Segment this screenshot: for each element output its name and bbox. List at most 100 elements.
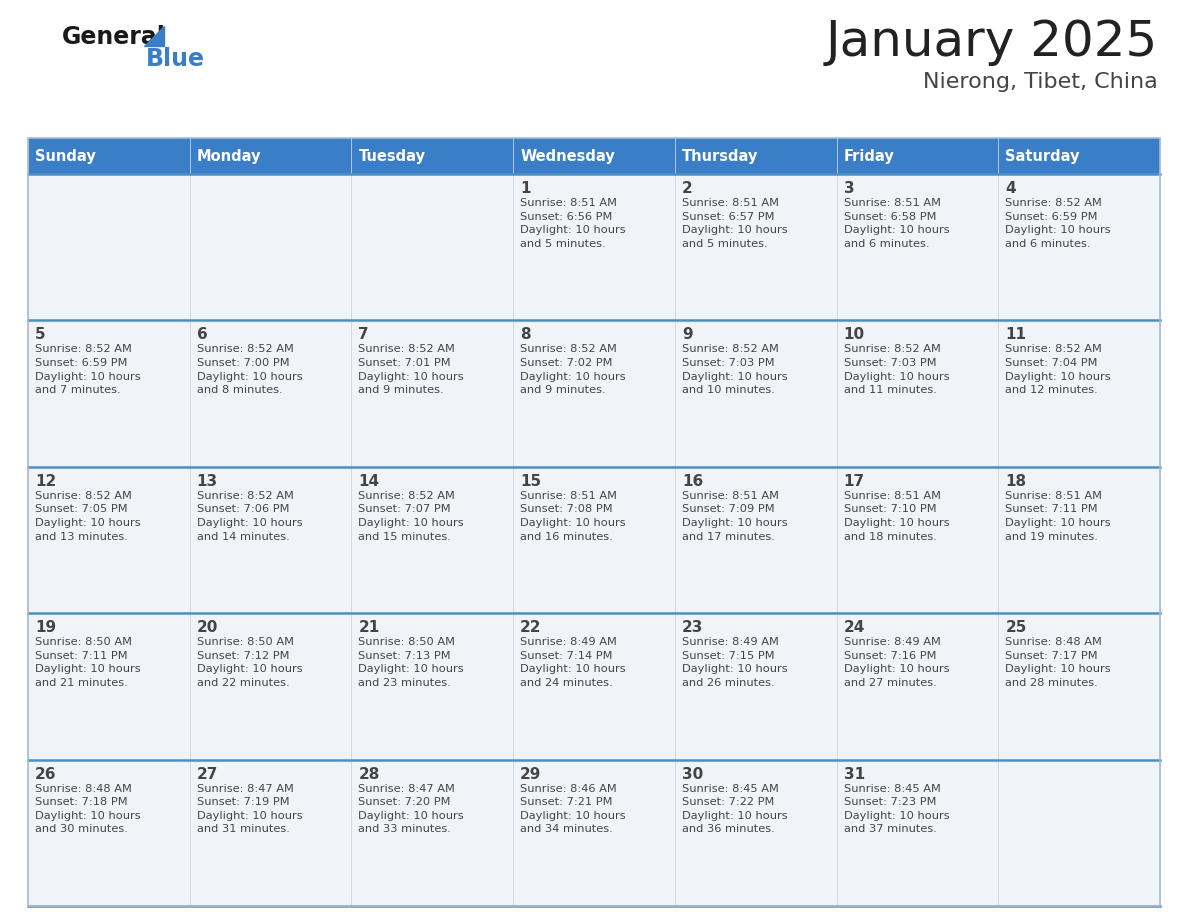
Bar — [513, 466, 675, 613]
Text: 17: 17 — [843, 474, 865, 488]
Bar — [998, 466, 1159, 613]
Bar — [513, 138, 675, 174]
Text: 15: 15 — [520, 474, 542, 488]
Text: Sunrise: 8:51 AM
Sunset: 7:08 PM
Daylight: 10 hours
and 16 minutes.: Sunrise: 8:51 AM Sunset: 7:08 PM Dayligh… — [520, 491, 626, 542]
Text: Sunrise: 8:52 AM
Sunset: 7:03 PM
Daylight: 10 hours
and 11 minutes.: Sunrise: 8:52 AM Sunset: 7:03 PM Dayligh… — [843, 344, 949, 396]
Text: Sunrise: 8:50 AM
Sunset: 7:12 PM
Daylight: 10 hours
and 22 minutes.: Sunrise: 8:50 AM Sunset: 7:12 PM Dayligh… — [197, 637, 302, 688]
Bar — [513, 174, 675, 320]
Bar — [675, 138, 836, 174]
Bar — [29, 138, 1159, 906]
Bar — [352, 759, 513, 906]
Text: Sunrise: 8:52 AM
Sunset: 7:02 PM
Daylight: 10 hours
and 9 minutes.: Sunrise: 8:52 AM Sunset: 7:02 PM Dayligh… — [520, 344, 626, 396]
Bar — [836, 138, 998, 174]
Text: 22: 22 — [520, 621, 542, 635]
Bar — [675, 320, 836, 466]
Text: 8: 8 — [520, 328, 531, 342]
Bar — [29, 466, 190, 613]
Text: 13: 13 — [197, 474, 217, 488]
Bar — [29, 759, 190, 906]
Bar — [352, 613, 513, 759]
Bar — [998, 320, 1159, 466]
Text: 1: 1 — [520, 181, 531, 196]
Text: Saturday: Saturday — [1005, 149, 1080, 163]
Text: Sunrise: 8:52 AM
Sunset: 6:59 PM
Daylight: 10 hours
and 7 minutes.: Sunrise: 8:52 AM Sunset: 6:59 PM Dayligh… — [34, 344, 140, 396]
Text: Sunrise: 8:48 AM
Sunset: 7:18 PM
Daylight: 10 hours
and 30 minutes.: Sunrise: 8:48 AM Sunset: 7:18 PM Dayligh… — [34, 784, 140, 834]
Bar — [513, 759, 675, 906]
Text: 18: 18 — [1005, 474, 1026, 488]
Text: 4: 4 — [1005, 181, 1016, 196]
Bar — [836, 320, 998, 466]
Text: 6: 6 — [197, 328, 208, 342]
Text: Sunrise: 8:47 AM
Sunset: 7:20 PM
Daylight: 10 hours
and 33 minutes.: Sunrise: 8:47 AM Sunset: 7:20 PM Dayligh… — [359, 784, 465, 834]
Text: 11: 11 — [1005, 328, 1026, 342]
Text: Sunday: Sunday — [34, 149, 96, 163]
Text: Sunrise: 8:51 AM
Sunset: 6:56 PM
Daylight: 10 hours
and 5 minutes.: Sunrise: 8:51 AM Sunset: 6:56 PM Dayligh… — [520, 198, 626, 249]
Bar — [190, 759, 352, 906]
Text: 19: 19 — [34, 621, 56, 635]
Text: Sunrise: 8:51 AM
Sunset: 6:57 PM
Daylight: 10 hours
and 5 minutes.: Sunrise: 8:51 AM Sunset: 6:57 PM Dayligh… — [682, 198, 788, 249]
Bar — [998, 613, 1159, 759]
Text: 30: 30 — [682, 767, 703, 781]
Bar — [352, 320, 513, 466]
Bar — [190, 138, 352, 174]
Bar — [190, 466, 352, 613]
Text: 9: 9 — [682, 328, 693, 342]
Text: Sunrise: 8:51 AM
Sunset: 7:11 PM
Daylight: 10 hours
and 19 minutes.: Sunrise: 8:51 AM Sunset: 7:11 PM Dayligh… — [1005, 491, 1111, 542]
Bar — [352, 174, 513, 320]
Text: Sunrise: 8:52 AM
Sunset: 7:07 PM
Daylight: 10 hours
and 15 minutes.: Sunrise: 8:52 AM Sunset: 7:07 PM Dayligh… — [359, 491, 465, 542]
Bar — [513, 320, 675, 466]
Text: Sunrise: 8:49 AM
Sunset: 7:16 PM
Daylight: 10 hours
and 27 minutes.: Sunrise: 8:49 AM Sunset: 7:16 PM Dayligh… — [843, 637, 949, 688]
Bar — [675, 466, 836, 613]
Text: 25: 25 — [1005, 621, 1026, 635]
Text: 12: 12 — [34, 474, 56, 488]
Text: Sunrise: 8:50 AM
Sunset: 7:13 PM
Daylight: 10 hours
and 23 minutes.: Sunrise: 8:50 AM Sunset: 7:13 PM Dayligh… — [359, 637, 465, 688]
Text: Sunrise: 8:52 AM
Sunset: 7:01 PM
Daylight: 10 hours
and 9 minutes.: Sunrise: 8:52 AM Sunset: 7:01 PM Dayligh… — [359, 344, 465, 396]
Bar — [836, 613, 998, 759]
Text: Nierong, Tibet, China: Nierong, Tibet, China — [923, 72, 1158, 92]
Text: Sunrise: 8:49 AM
Sunset: 7:14 PM
Daylight: 10 hours
and 24 minutes.: Sunrise: 8:49 AM Sunset: 7:14 PM Dayligh… — [520, 637, 626, 688]
Text: 20: 20 — [197, 621, 219, 635]
Text: Sunrise: 8:45 AM
Sunset: 7:23 PM
Daylight: 10 hours
and 37 minutes.: Sunrise: 8:45 AM Sunset: 7:23 PM Dayligh… — [843, 784, 949, 834]
Text: Sunrise: 8:51 AM
Sunset: 7:10 PM
Daylight: 10 hours
and 18 minutes.: Sunrise: 8:51 AM Sunset: 7:10 PM Dayligh… — [843, 491, 949, 542]
Text: 27: 27 — [197, 767, 219, 781]
Text: 23: 23 — [682, 621, 703, 635]
Text: Friday: Friday — [843, 149, 895, 163]
Text: Sunrise: 8:52 AM
Sunset: 7:06 PM
Daylight: 10 hours
and 14 minutes.: Sunrise: 8:52 AM Sunset: 7:06 PM Dayligh… — [197, 491, 302, 542]
Bar — [675, 174, 836, 320]
Bar — [675, 759, 836, 906]
Bar — [190, 174, 352, 320]
Text: 29: 29 — [520, 767, 542, 781]
Bar — [190, 613, 352, 759]
Text: 24: 24 — [843, 621, 865, 635]
Text: Sunrise: 8:51 AM
Sunset: 6:58 PM
Daylight: 10 hours
and 6 minutes.: Sunrise: 8:51 AM Sunset: 6:58 PM Dayligh… — [843, 198, 949, 249]
Text: General: General — [62, 25, 166, 49]
Bar — [190, 320, 352, 466]
Text: Sunrise: 8:51 AM
Sunset: 7:09 PM
Daylight: 10 hours
and 17 minutes.: Sunrise: 8:51 AM Sunset: 7:09 PM Dayligh… — [682, 491, 788, 542]
Text: Sunrise: 8:52 AM
Sunset: 6:59 PM
Daylight: 10 hours
and 6 minutes.: Sunrise: 8:52 AM Sunset: 6:59 PM Dayligh… — [1005, 198, 1111, 249]
Bar — [352, 466, 513, 613]
Bar — [675, 613, 836, 759]
Bar — [29, 174, 190, 320]
Text: 16: 16 — [682, 474, 703, 488]
Text: Blue: Blue — [146, 47, 206, 71]
Bar — [29, 138, 190, 174]
Text: Thursday: Thursday — [682, 149, 758, 163]
Bar — [513, 613, 675, 759]
Text: Sunrise: 8:47 AM
Sunset: 7:19 PM
Daylight: 10 hours
and 31 minutes.: Sunrise: 8:47 AM Sunset: 7:19 PM Dayligh… — [197, 784, 302, 834]
Bar — [836, 174, 998, 320]
Text: Wednesday: Wednesday — [520, 149, 615, 163]
Bar — [998, 138, 1159, 174]
Bar — [998, 759, 1159, 906]
Text: 3: 3 — [843, 181, 854, 196]
Text: Sunrise: 8:48 AM
Sunset: 7:17 PM
Daylight: 10 hours
and 28 minutes.: Sunrise: 8:48 AM Sunset: 7:17 PM Dayligh… — [1005, 637, 1111, 688]
Text: Sunrise: 8:52 AM
Sunset: 7:05 PM
Daylight: 10 hours
and 13 minutes.: Sunrise: 8:52 AM Sunset: 7:05 PM Dayligh… — [34, 491, 140, 542]
Text: 21: 21 — [359, 621, 380, 635]
Text: 14: 14 — [359, 474, 379, 488]
Bar — [29, 613, 190, 759]
Bar — [836, 466, 998, 613]
Text: 2: 2 — [682, 181, 693, 196]
Text: 31: 31 — [843, 767, 865, 781]
Text: Sunrise: 8:52 AM
Sunset: 7:03 PM
Daylight: 10 hours
and 10 minutes.: Sunrise: 8:52 AM Sunset: 7:03 PM Dayligh… — [682, 344, 788, 396]
Bar — [29, 320, 190, 466]
Text: Sunrise: 8:45 AM
Sunset: 7:22 PM
Daylight: 10 hours
and 36 minutes.: Sunrise: 8:45 AM Sunset: 7:22 PM Dayligh… — [682, 784, 788, 834]
